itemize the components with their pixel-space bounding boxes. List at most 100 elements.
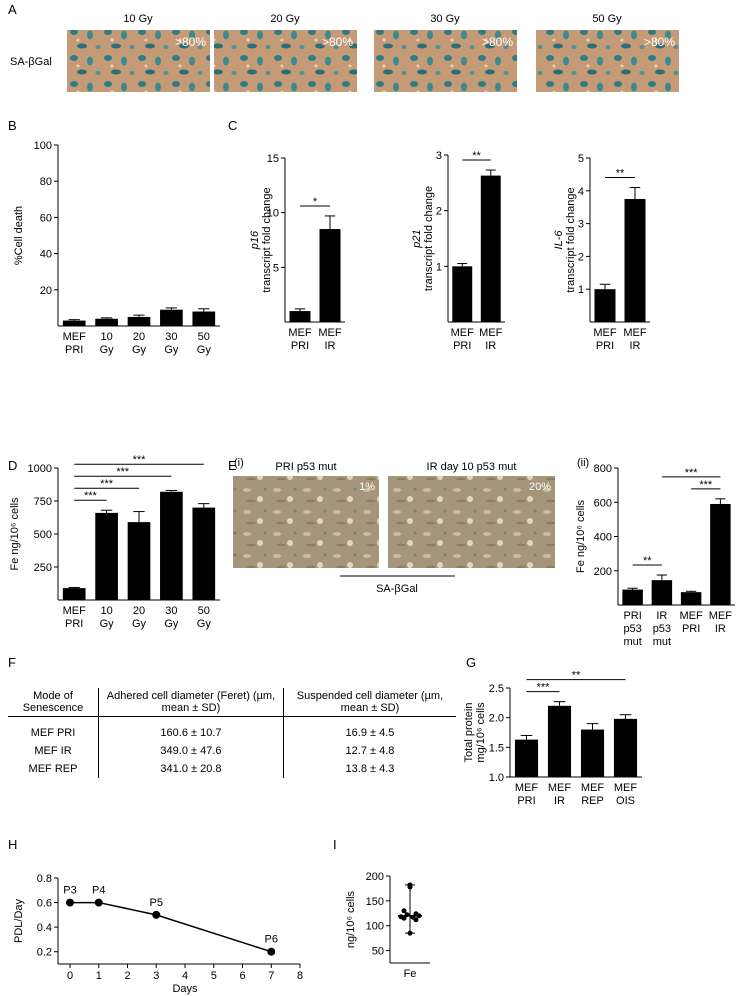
data-point	[94, 898, 103, 907]
panel-label: A	[8, 2, 17, 17]
sig-label: **	[643, 555, 652, 567]
bar	[547, 705, 572, 777]
y-tick-label: 5	[273, 262, 279, 274]
bar	[160, 309, 183, 326]
x-tick-label: MEF IR	[548, 782, 572, 807]
x-tick-label-line: Gy	[197, 618, 212, 630]
x-tick-label-line: MEF	[593, 327, 617, 339]
x-tick-label: MEF IR	[623, 327, 647, 352]
x-tick-label: 0	[67, 970, 73, 982]
x-tick-label-line: MEF	[479, 327, 503, 339]
x-tick-label-line: MEF	[63, 605, 87, 617]
y-axis-label: %Cell death	[13, 206, 25, 265]
x-tick-label: MEF REP	[581, 782, 605, 807]
panel-label: C	[228, 118, 237, 133]
data-point	[416, 913, 422, 919]
y-tick-label: 2	[436, 206, 442, 218]
bar	[452, 266, 473, 322]
y-tick-label: 5	[578, 153, 584, 165]
x-tick-label-line: p53	[623, 623, 641, 635]
point-label: P5	[150, 897, 163, 909]
y-tick-label: 2.0	[489, 713, 504, 725]
x-tick-label-line: IR	[715, 623, 726, 635]
image-percent: >80%	[175, 35, 206, 49]
header-cell: Mode of Senescence	[8, 688, 99, 717]
table-row: MEF PRI 160.6 ± 10.7 16.9 ± 4.5	[8, 716, 456, 742]
x-tick-label-line: PRI	[623, 610, 641, 622]
point-label: P6	[265, 934, 278, 946]
y-tick-label: 80	[40, 176, 52, 188]
y-axis-label: p21	[411, 229, 423, 248]
point-label: P3	[63, 885, 76, 897]
x-tick-label: 2	[124, 970, 130, 982]
y-axis-label: ng/10⁶ cells	[345, 890, 357, 948]
table-cell: 160.6 ± 10.7	[98, 716, 284, 742]
x-tick-label-line: IR	[485, 340, 496, 352]
panel-label: F	[8, 655, 16, 670]
y-tick-label: 200	[366, 871, 384, 883]
bar	[580, 729, 605, 777]
data-point	[267, 947, 276, 956]
bar	[594, 289, 616, 322]
senescence-table: Mode of Senescence Adhered cell diameter…	[8, 688, 456, 778]
table-cell: MEF PRI	[30, 727, 76, 739]
y-axis-label: transcript fold change	[423, 186, 435, 291]
bar	[613, 718, 638, 777]
image-title: PRI p53 mut	[275, 461, 336, 473]
micrograph	[536, 30, 679, 92]
x-tick-label-line: Gy	[132, 618, 147, 630]
x-tick-label-line: mut	[623, 636, 641, 648]
y-tick-label: 0.6	[37, 898, 52, 910]
y-axis-label: PDL/Day	[13, 898, 25, 943]
x-tick-label-line: Gy	[164, 618, 179, 630]
y-tick-label: 50	[372, 946, 384, 958]
bar	[319, 229, 341, 322]
x-tick-label-line: MEF	[63, 331, 87, 343]
x-tick-label-line: IR	[630, 340, 641, 352]
y-tick-label: 0.2	[37, 947, 52, 959]
bar	[289, 311, 311, 322]
y-tick-label: 60	[40, 212, 52, 224]
y-tick-label: 100	[34, 140, 52, 152]
bar	[710, 503, 731, 605]
data-point	[413, 917, 419, 923]
table-cell: 12.7 ± 4.8	[282, 742, 456, 760]
point-label: P4	[92, 885, 105, 897]
x-tick-label-line: MEF	[581, 782, 605, 794]
y-tick-label: 750	[34, 496, 52, 508]
y-axis-label: transcript fold change	[565, 187, 577, 292]
y-axis-label: mg/10⁶ cells	[475, 702, 487, 763]
x-tick-label: MEF PRI	[593, 327, 617, 352]
image-percent: >80%	[482, 35, 513, 49]
y-tick-label: 400	[594, 532, 612, 544]
y-tick-label: 1.5	[489, 742, 504, 754]
bar	[127, 522, 151, 600]
data-line	[70, 901, 272, 953]
x-tick-label-line: MEF	[318, 327, 342, 339]
y-axis-label: Total protein	[463, 703, 475, 763]
y-tick-label: 100	[366, 921, 384, 933]
x-tick-label-line: 30	[165, 605, 177, 617]
sig-label: ***	[537, 682, 551, 694]
table-header: Mode of Senescence Adhered cell diameter…	[8, 688, 456, 717]
sig-label: **	[572, 670, 581, 682]
panel-label: E	[228, 458, 237, 473]
x-tick-label-line: IR	[325, 340, 336, 352]
y-tick-label: 800	[594, 463, 612, 475]
x-tick-label-line: PRI	[65, 618, 83, 630]
micrograph	[233, 476, 379, 568]
x-tick-label-line: REP	[581, 795, 604, 807]
y-tick-label: 150	[366, 896, 384, 908]
bar	[192, 311, 216, 326]
x-tick-label: 7	[268, 970, 274, 982]
x-tick-label-line: MEF	[614, 782, 638, 794]
table-cell: 341.0 ± 20.8	[98, 760, 284, 778]
y-tick-label: 1	[436, 261, 442, 273]
x-tick-label: MEF PRI	[63, 605, 87, 630]
x-tick-label: 30 Gy	[164, 605, 179, 630]
y-tick-label: 1000	[28, 463, 52, 475]
bar	[480, 175, 501, 322]
y-axis-label: transcript fold change	[261, 187, 273, 292]
y-tick-label: 250	[34, 562, 52, 574]
sig-label: ***	[84, 490, 98, 502]
